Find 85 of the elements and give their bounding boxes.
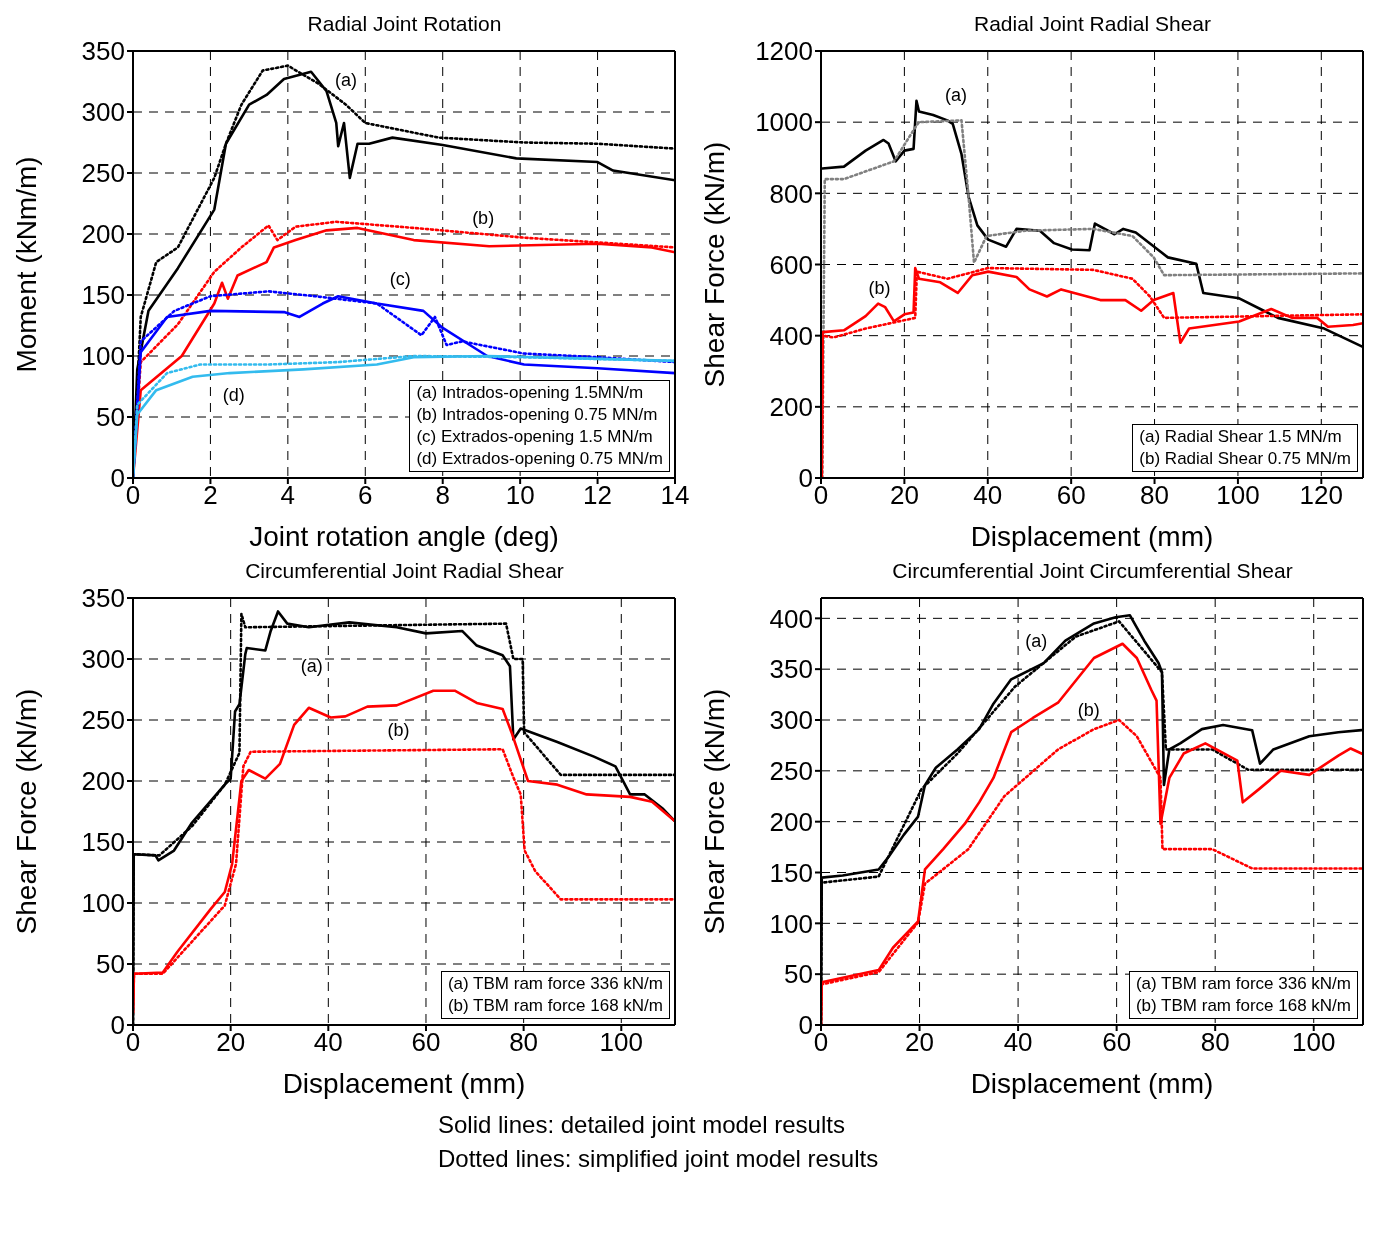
x-axis-title: Displacement (mm) bbox=[970, 1068, 1214, 1099]
annotation: (b) bbox=[472, 207, 495, 228]
text: Solid lines: detailed joint model results bbox=[438, 1110, 846, 1140]
annotation: (a) bbox=[300, 656, 323, 677]
x-tick-label: 20 bbox=[905, 1027, 935, 1058]
annotation: (a) bbox=[335, 70, 357, 91]
y-tick-label: 200 bbox=[769, 806, 813, 837]
chart-title: Radial Joint Rotation bbox=[307, 12, 502, 35]
y-tick-label: 350 bbox=[769, 654, 813, 685]
y-tick-label: 350 bbox=[81, 583, 125, 614]
annotation: (a) Radial Shear 1.5 MN/m bbox=[1139, 426, 1343, 448]
y-tick-label: 600 bbox=[769, 249, 813, 280]
y-tick-label: 150 bbox=[81, 280, 125, 311]
x-tick-label: 20 bbox=[889, 480, 919, 511]
x-tick-label: 100 bbox=[1292, 1027, 1336, 1058]
y-axis-title: Moment (kNm/m) bbox=[10, 156, 42, 373]
annotation: (b) Radial Shear 0.75 MN/m bbox=[1139, 448, 1351, 470]
y-tick-label: 300 bbox=[81, 644, 125, 675]
y-tick-label: 200 bbox=[769, 392, 813, 423]
x-tick-label: 80 bbox=[1200, 1027, 1230, 1058]
x-axis-title: Displacement (mm) bbox=[282, 1068, 526, 1099]
annotation: (b) bbox=[1077, 699, 1100, 720]
x-tick-label: 60 bbox=[1102, 1027, 1132, 1058]
chart-title: Circumferential Joint Circumferential Shear bbox=[891, 558, 1294, 584]
x-tick-label: 60 bbox=[411, 1027, 441, 1058]
annotation: (a) bbox=[1025, 630, 1048, 651]
y-tick-label: 250 bbox=[81, 158, 125, 189]
annotation: (a) Intrados-opening 1.5MN/m bbox=[416, 382, 645, 404]
y-tick-label: 100 bbox=[769, 908, 813, 939]
x-tick-label: 4 bbox=[280, 480, 296, 511]
x-tick-label: 80 bbox=[1140, 480, 1169, 511]
x-tick-label: 100 bbox=[599, 1027, 643, 1058]
x-tick-label: 2 bbox=[203, 480, 218, 511]
y-tick-label: 250 bbox=[81, 705, 125, 736]
y-tick-label: 100 bbox=[81, 341, 125, 372]
annotation: (d) bbox=[222, 385, 245, 406]
x-tick-label: 60 bbox=[1056, 480, 1086, 511]
y-tick-label: 400 bbox=[769, 603, 813, 634]
y-tick-label: 1200 bbox=[755, 36, 813, 67]
x-tick-label: 40 bbox=[313, 1027, 343, 1058]
y-tick-label: 250 bbox=[769, 756, 813, 787]
annotation: (a) TBM ram force 336 kN/m bbox=[1135, 973, 1351, 995]
annotation: (b) Intrados-opening 0.75 MN/m bbox=[416, 404, 659, 426]
chart-title: Radial Joint Radial Shear bbox=[974, 12, 1211, 35]
x-tick-label: 120 bbox=[1299, 480, 1343, 511]
x-tick-label: 20 bbox=[216, 1027, 246, 1058]
y-tick-label: 50 bbox=[784, 959, 813, 990]
x-axis-title: Displacement (mm) bbox=[970, 521, 1214, 552]
annotation: (c) bbox=[389, 269, 411, 290]
x-tick-label: 40 bbox=[1003, 1027, 1033, 1058]
y-tick-label: 150 bbox=[769, 857, 813, 888]
x-tick-label: 80 bbox=[509, 1027, 539, 1058]
annotation: (b) bbox=[387, 719, 410, 740]
x-tick-label: 6 bbox=[358, 480, 373, 511]
y-tick-label: 50 bbox=[96, 402, 125, 433]
chart-title: Circumferential Joint Radial Shear bbox=[245, 559, 564, 582]
y-tick-label: 1000 bbox=[755, 107, 813, 138]
annotation: (a) TBM ram force 336 kN/m bbox=[447, 973, 663, 995]
x-axis-title: Joint rotation angle (deg) bbox=[249, 521, 559, 552]
annotation: (b) bbox=[868, 277, 891, 298]
y-tick-label: 400 bbox=[769, 320, 813, 351]
x-tick-label: 8 bbox=[435, 480, 450, 511]
annotation: (c) Extrados-opening 1.5 MN/m bbox=[416, 426, 654, 448]
y-tick-label: 300 bbox=[81, 97, 125, 128]
annotation: (d) Extrados-opening 0.75 MN/m bbox=[416, 448, 663, 470]
y-tick-label: 200 bbox=[81, 219, 125, 250]
y-tick-label: 200 bbox=[81, 766, 125, 797]
y-tick-label: 100 bbox=[81, 888, 125, 919]
y-tick-label: 800 bbox=[769, 178, 813, 209]
y-tick-label: 150 bbox=[81, 827, 125, 858]
x-tick-label: 10 bbox=[505, 480, 535, 511]
annotation: (a) bbox=[944, 85, 967, 106]
y-axis-title: Shear Force (kN/m) bbox=[698, 141, 730, 388]
y-tick-label: 350 bbox=[81, 36, 125, 67]
x-tick-label: 12 bbox=[583, 480, 613, 511]
text: Dotted lines: simplified joint model results bbox=[438, 1144, 880, 1174]
y-tick-label: 50 bbox=[96, 949, 125, 980]
y-axis-title: Shear Force (kN/m) bbox=[10, 688, 42, 935]
x-tick-label: 14 bbox=[660, 480, 690, 511]
x-tick-label: 100 bbox=[1216, 480, 1260, 511]
annotation: (b) TBM ram force 168 kN/m bbox=[1135, 995, 1351, 1017]
x-tick-label: 40 bbox=[973, 480, 1003, 511]
y-tick-label: 300 bbox=[769, 705, 813, 736]
annotation: (b) TBM ram force 168 kN/m bbox=[447, 995, 663, 1017]
y-axis-title: Shear Force (kN/m) bbox=[698, 688, 730, 935]
